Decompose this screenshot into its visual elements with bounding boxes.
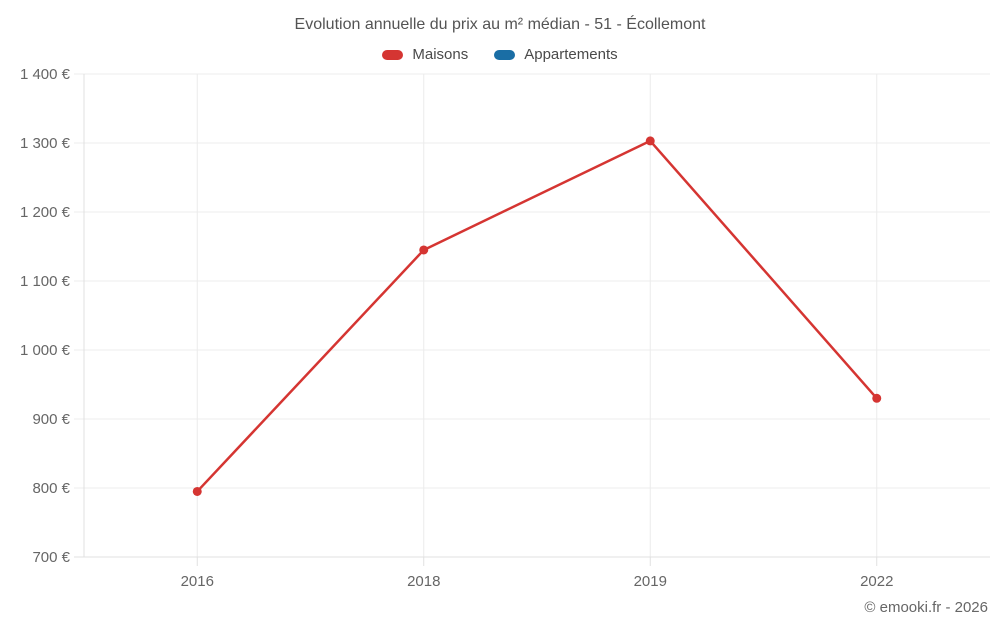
chart-title: Evolution annuelle du prix au m² médian … — [294, 16, 706, 33]
legend-label-maisons: Maisons — [412, 46, 469, 63]
legend-item-maisons[interactable]: Maisons — [382, 46, 468, 63]
y-tick-label: 1 200 € — [20, 204, 71, 221]
y-tick-label: 900 € — [32, 411, 70, 428]
y-tick-label: 700 € — [32, 549, 70, 566]
y-tick-label: 800 € — [32, 480, 70, 497]
x-tick-label: 2016 — [181, 573, 214, 590]
y-tick-label: 1 000 € — [20, 342, 71, 359]
footer-credit: © emooki.fr - 2026 — [864, 599, 988, 616]
legend-label-appartements: Appartements — [524, 46, 618, 63]
x-tick-label: 2019 — [634, 573, 667, 590]
maisons-data-point[interactable] — [645, 136, 655, 146]
y-tick-label: 1 400 € — [20, 66, 71, 83]
maisons-series-swatch-icon — [382, 49, 404, 60]
y-tick-label: 1 300 € — [20, 135, 71, 152]
appartements-series-swatch-icon — [494, 49, 516, 60]
maisons-data-point[interactable] — [192, 486, 202, 496]
maisons-series-line — [196, 139, 878, 493]
chart-legend: Maisons Appartements — [0, 46, 1000, 63]
maisons-data-point[interactable] — [872, 393, 882, 403]
x-tick-label: 2022 — [860, 573, 893, 590]
legend-item-appartements[interactable]: Appartements — [494, 46, 618, 63]
maisons-data-point[interactable] — [419, 245, 429, 255]
x-tick-label: 2018 — [407, 573, 440, 590]
y-tick-label: 1 100 € — [20, 273, 71, 290]
